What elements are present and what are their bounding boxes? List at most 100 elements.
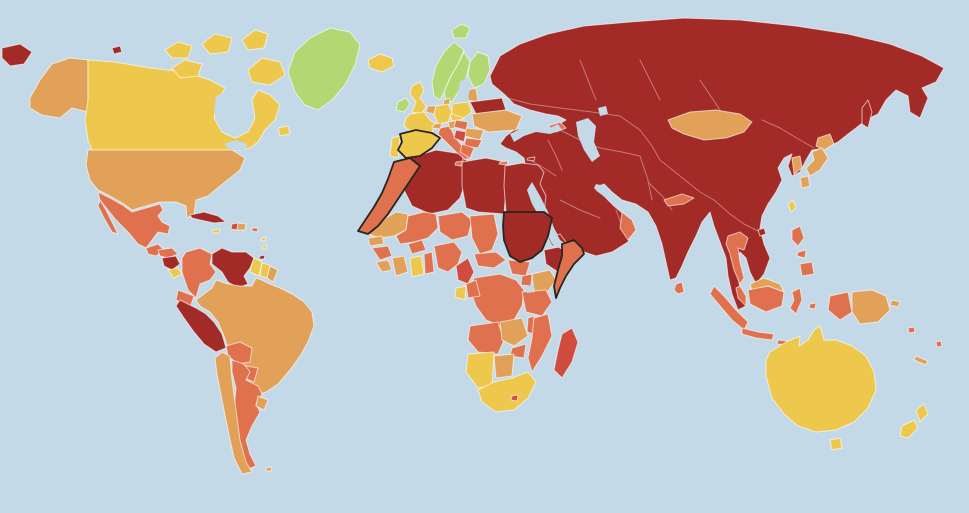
country-morocco[interactable] <box>357 157 421 235</box>
country-guinea[interactable] <box>371 245 393 261</box>
country-canada-baffin[interactable] <box>247 57 286 86</box>
country-sudan[interactable] <box>502 211 553 263</box>
country-peru[interactable] <box>175 299 227 353</box>
country-bulgaria[interactable] <box>463 137 483 149</box>
country-zambia[interactable] <box>499 317 529 347</box>
country-japan-honshu[interactable] <box>805 147 829 177</box>
country-cuba[interactable] <box>189 211 227 224</box>
country-malaysia-peninsula[interactable] <box>735 285 747 307</box>
country-lesser-antilles-1[interactable] <box>260 236 267 242</box>
country-russia-chukotka[interactable] <box>1 43 33 67</box>
country-oman[interactable] <box>619 211 637 241</box>
country-australia[interactable] <box>765 325 877 433</box>
country-norway[interactable] <box>431 41 465 101</box>
country-chad[interactable] <box>469 213 499 255</box>
country-philippines-luzon[interactable] <box>791 225 805 247</box>
country-mongolia[interactable] <box>667 109 753 141</box>
country-newfoundland[interactable] <box>277 125 291 137</box>
country-burkina-faso[interactable] <box>407 239 427 255</box>
country-usa[interactable] <box>85 149 246 219</box>
country-indonesia-sulawesi[interactable] <box>789 287 803 315</box>
country-cyprus[interactable] <box>526 156 536 162</box>
country-benelux[interactable] <box>425 105 437 115</box>
country-switzerland[interactable] <box>431 122 443 130</box>
country-uk[interactable] <box>409 81 427 115</box>
country-svalbard[interactable] <box>451 23 471 39</box>
country-new-zealand-south[interactable] <box>899 419 919 439</box>
country-nigeria[interactable] <box>433 241 463 273</box>
country-angola[interactable] <box>467 321 505 355</box>
country-japan-hokkaido[interactable] <box>815 133 835 151</box>
country-spain[interactable] <box>397 129 441 159</box>
country-poland[interactable] <box>451 101 473 119</box>
country-trinidad[interactable] <box>258 254 266 260</box>
country-mozambique[interactable] <box>527 313 553 373</box>
country-philippines-visayas[interactable] <box>796 249 807 259</box>
country-madagascar[interactable] <box>553 327 579 379</box>
country-senegal[interactable] <box>367 235 385 247</box>
country-mexico[interactable] <box>97 191 171 249</box>
country-hungary[interactable] <box>453 119 469 131</box>
country-french-guiana[interactable] <box>266 265 279 283</box>
country-tanzania[interactable] <box>521 289 553 317</box>
country-portugal[interactable] <box>389 135 401 159</box>
country-canada-island-1[interactable] <box>164 41 193 59</box>
country-indonesia-borneo[interactable] <box>747 285 785 313</box>
country-lesotho[interactable] <box>510 394 519 402</box>
country-ghana[interactable] <box>409 255 425 278</box>
country-new-caledonia[interactable] <box>913 355 929 366</box>
country-gabon[interactable] <box>454 285 467 301</box>
country-serbia-balkans[interactable] <box>453 129 467 143</box>
country-nepal[interactable] <box>663 193 695 207</box>
country-tasmania[interactable] <box>829 437 843 451</box>
country-brazil[interactable] <box>195 277 315 397</box>
country-ireland[interactable] <box>395 97 411 113</box>
country-botswana[interactable] <box>493 353 515 379</box>
country-taiwan[interactable] <box>787 199 797 213</box>
country-venezuela[interactable] <box>211 247 255 289</box>
country-lesser-antilles-2[interactable] <box>261 244 268 250</box>
country-south-africa[interactable] <box>477 371 537 413</box>
country-finland[interactable] <box>467 51 491 89</box>
country-south-korea[interactable] <box>791 155 803 175</box>
country-central-african-republic[interactable] <box>473 251 507 269</box>
country-jamaica[interactable] <box>211 228 221 234</box>
country-crete[interactable] <box>498 160 509 166</box>
country-ukraine[interactable] <box>471 109 523 133</box>
country-sri-lanka[interactable] <box>673 281 685 295</box>
country-solomon-islands[interactable] <box>907 326 916 334</box>
country-greece[interactable] <box>459 143 475 159</box>
country-japan-kyushu[interactable] <box>799 175 811 189</box>
country-new-zealand-north[interactable] <box>915 403 929 423</box>
country-indonesia-moluccas[interactable] <box>808 302 817 310</box>
country-papua-new-guinea[interactable] <box>851 289 891 325</box>
country-puerto-rico[interactable] <box>251 227 259 233</box>
country-mexico-baja[interactable] <box>97 199 119 235</box>
country-togo-benin[interactable] <box>423 251 435 275</box>
country-wrangel-island[interactable] <box>111 45 123 55</box>
country-uruguay[interactable] <box>255 395 269 411</box>
country-mali[interactable] <box>395 211 439 245</box>
country-iceland[interactable] <box>367 53 395 73</box>
country-ivory-coast[interactable] <box>391 255 409 277</box>
country-vanuatu[interactable] <box>935 340 943 348</box>
country-colombia[interactable] <box>181 247 217 299</box>
country-indonesia-west-papua[interactable] <box>827 291 853 321</box>
country-falklands[interactable] <box>265 466 273 472</box>
country-new-britain[interactable] <box>889 299 901 308</box>
country-somalia[interactable] <box>553 239 585 299</box>
country-philippines-mindanao[interactable] <box>799 261 815 277</box>
country-sakhalin[interactable] <box>861 99 873 129</box>
country-cameroon[interactable] <box>455 257 475 285</box>
country-niger[interactable] <box>437 211 473 241</box>
country-sierra-leone-liberia[interactable] <box>375 259 393 273</box>
country-guyana[interactable] <box>249 257 263 277</box>
country-chile[interactable] <box>214 351 253 475</box>
country-congo[interactable] <box>465 279 481 299</box>
country-sicily[interactable] <box>454 160 464 167</box>
country-libya[interactable] <box>461 157 509 215</box>
country-hainan[interactable] <box>757 227 767 237</box>
country-dominican-republic[interactable] <box>236 222 247 231</box>
country-nicaragua[interactable] <box>161 255 181 271</box>
country-uganda[interactable] <box>520 273 533 287</box>
